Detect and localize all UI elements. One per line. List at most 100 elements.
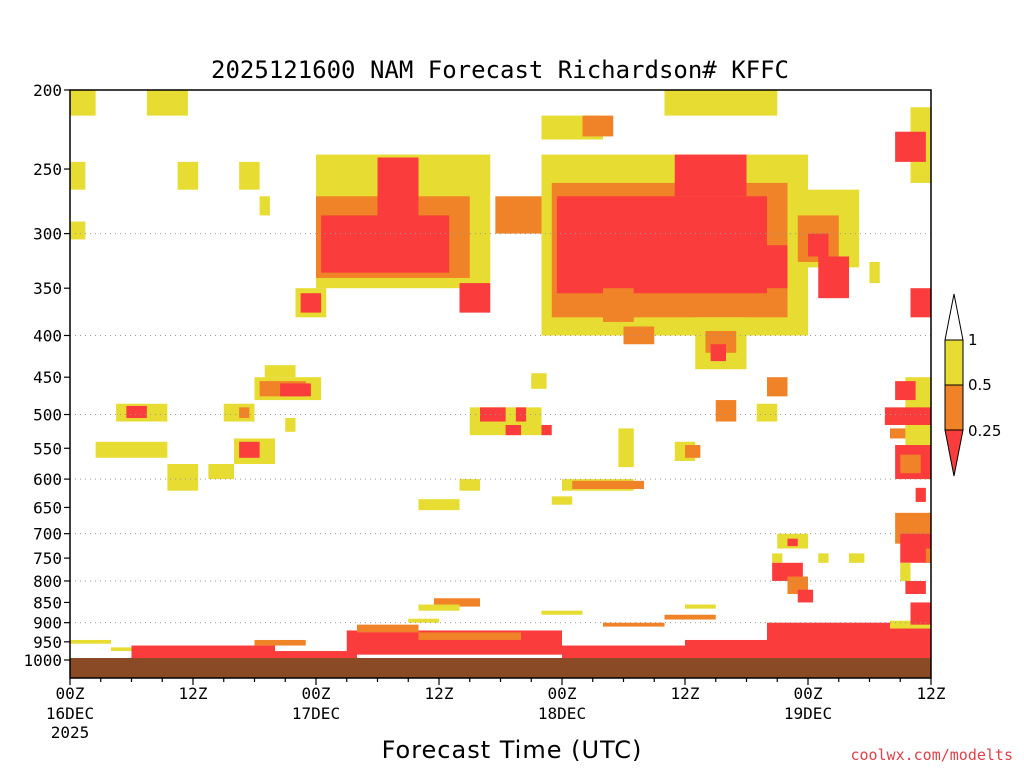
legend-label-0.5: 0.5 — [968, 376, 992, 394]
cell-red — [321, 215, 450, 273]
cell-red — [377, 157, 419, 222]
cell-yellow — [177, 161, 199, 190]
cell-yellow — [772, 553, 783, 563]
cell-red — [808, 233, 829, 257]
cell-orange — [433, 598, 480, 607]
cell-red — [818, 256, 849, 299]
cell-red — [505, 424, 521, 436]
legend-label-0.25: 0.25 — [968, 422, 1001, 440]
cell-red — [772, 562, 803, 581]
cell-orange — [239, 407, 250, 419]
cell-red — [459, 283, 491, 313]
x-tick-label: 00Z — [794, 684, 823, 703]
cell-red — [131, 645, 275, 659]
legend-label-1: 1 — [968, 331, 978, 349]
cell-red — [556, 196, 767, 294]
legend-swatch-above-1 — [944, 293, 964, 341]
color-legend: 1 0.5 0.25 — [944, 293, 1001, 477]
cell-yellow — [418, 604, 460, 611]
cell-orange — [603, 622, 665, 627]
y-tick-label-900: 900 — [33, 614, 62, 633]
cell-red — [541, 424, 552, 436]
y-tick-label-550: 550 — [33, 439, 62, 458]
cell-orange — [685, 445, 701, 458]
cell-orange — [603, 288, 634, 322]
legend-swatch-0.5-1 — [944, 339, 964, 386]
x-date-label: 17DEC — [292, 704, 340, 723]
cell-red — [910, 288, 931, 318]
cell-red — [674, 154, 747, 197]
cell-yellow — [459, 479, 480, 491]
x-date-label: 19DEC — [784, 704, 832, 723]
cell-red — [884, 407, 931, 425]
x-tick-label: 12Z — [917, 684, 946, 703]
x-tick-label: 00Z — [56, 684, 85, 703]
cell-red — [915, 487, 926, 502]
ground-below-surface — [70, 658, 931, 678]
x-tick-label: 12Z — [425, 684, 454, 703]
cell-red — [746, 245, 788, 289]
y-tick-label-850: 850 — [33, 593, 62, 612]
y-tick-label-400: 400 — [33, 326, 62, 345]
cell-red — [300, 293, 322, 313]
cell-red — [910, 602, 931, 625]
cell-red — [685, 639, 767, 660]
legend-swatch-0.25-0.5 — [944, 384, 964, 431]
cell-red — [905, 580, 926, 595]
cell-red — [710, 344, 726, 362]
cell-red — [797, 589, 814, 603]
x-year-label: 2025 — [51, 723, 90, 742]
cell-red — [895, 381, 916, 401]
cell-yellow — [618, 428, 634, 468]
x-tick-label: 12Z — [671, 684, 700, 703]
cell-yellow — [531, 373, 547, 389]
cell-red — [480, 407, 506, 422]
y-tick-label-350: 350 — [33, 279, 62, 298]
cell-yellow — [756, 403, 778, 422]
y-tick-label-200: 200 — [33, 81, 62, 100]
cell-yellow — [239, 161, 260, 190]
cell-red — [280, 383, 311, 397]
chart-title: 2025121600 NAM Forecast Richardson# KFFC — [211, 56, 789, 84]
credit-text: coolwx.com/modelts — [850, 746, 1013, 764]
cell-orange — [254, 639, 306, 646]
y-tick-label-1000: 1000 — [23, 651, 62, 670]
cell-red — [562, 645, 685, 660]
cell-orange — [900, 454, 921, 474]
x-date-label: 18DEC — [538, 704, 586, 723]
y-tick-label-950: 950 — [33, 633, 62, 652]
cell-yellow — [900, 562, 911, 581]
cell-red — [126, 405, 147, 419]
cell-orange — [623, 480, 644, 489]
heatmap-cells — [70, 90, 931, 660]
y-tick-label-700: 700 — [33, 525, 62, 544]
cell-orange — [418, 632, 521, 640]
x-tick-label: 00Z — [302, 684, 331, 703]
y-tick-label-250: 250 — [33, 160, 62, 179]
cell-orange — [582, 115, 614, 137]
x-date-label: 16DEC — [46, 704, 94, 723]
cell-orange — [890, 428, 906, 439]
cell-yellow — [208, 464, 234, 480]
y-tick-label-650: 650 — [33, 498, 62, 517]
x-tick-label: 00Z — [548, 684, 577, 703]
cell-orange — [925, 548, 931, 563]
cell-yellow — [70, 90, 96, 116]
cell-yellow — [259, 196, 270, 216]
cell-yellow — [167, 464, 199, 491]
cell-yellow — [551, 496, 573, 505]
y-tick-label-750: 750 — [33, 549, 62, 568]
cell-yellow — [70, 639, 111, 644]
cell-yellow — [541, 610, 583, 615]
cell-yellow — [849, 553, 865, 563]
cell-red — [787, 538, 798, 547]
cell-yellow — [146, 90, 188, 116]
cell-red — [895, 131, 926, 162]
cell-yellow — [408, 618, 439, 623]
cell-orange — [664, 614, 716, 620]
y-tick-label-600: 600 — [33, 470, 62, 489]
cell-orange — [572, 480, 624, 489]
y-tick-label-300: 300 — [33, 225, 62, 244]
y-tick-label-450: 450 — [33, 368, 62, 387]
